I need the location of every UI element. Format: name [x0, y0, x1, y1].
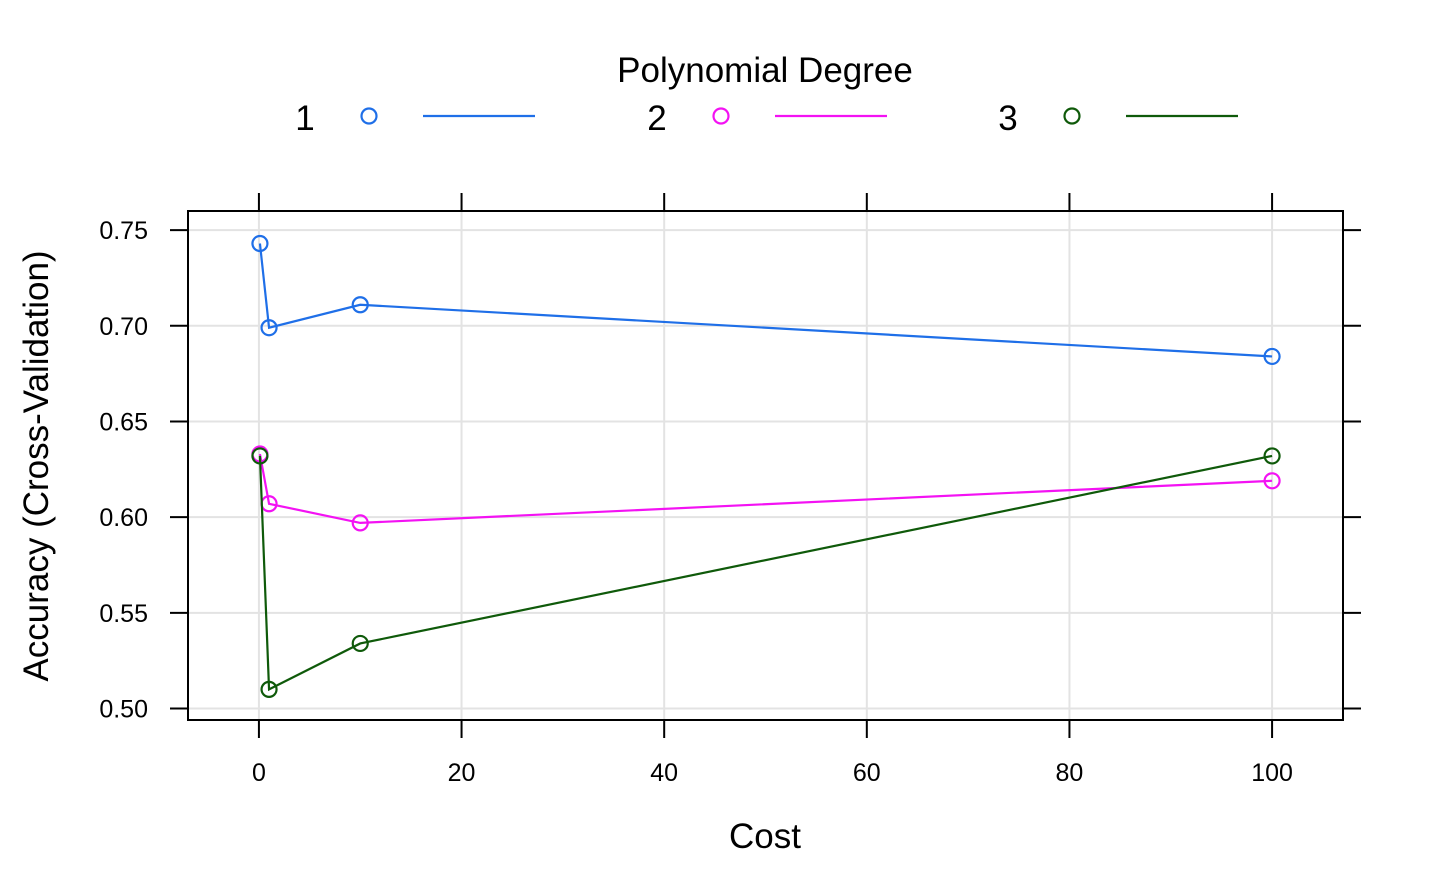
x-axis-title: Cost: [729, 817, 801, 856]
series-line: [258, 243, 1273, 358]
legend-label: 3: [998, 99, 1017, 138]
data-point: [260, 680, 278, 698]
y-tick-label: 0.50: [99, 696, 148, 724]
legend-marker: [1063, 107, 1081, 125]
y-tick-label: 0.60: [99, 504, 148, 532]
data-point: [1263, 447, 1281, 465]
series-line: [258, 454, 1273, 692]
legend-title: Polynomial Degree: [617, 51, 913, 90]
y-axis-title: Accuracy (Cross-Validation): [17, 250, 56, 681]
data-point: [351, 296, 369, 314]
x-tick-label: 100: [1251, 759, 1293, 787]
data-point: [1263, 347, 1281, 366]
legend: Polynomial Degree 1 2 3: [295, 51, 1238, 138]
legend-entry-1: 1: [295, 99, 535, 138]
legend-label: 1: [295, 99, 314, 138]
x-tick-label: 80: [1056, 759, 1084, 787]
x-tick-label: 20: [448, 759, 476, 787]
y-tick-label: 0.65: [99, 408, 148, 436]
legend-entry-2: 2: [647, 99, 887, 138]
axes: 0 20 40 60 80 100 0.50 0.55 0.60 0.65 0.70 0.75: [99, 193, 1361, 787]
legend-entry-3: 3: [998, 99, 1238, 138]
series-line: [258, 453, 1273, 525]
series-layer: [251, 234, 1281, 698]
legend-label: 2: [647, 99, 666, 138]
grid: [188, 211, 1343, 720]
x-tick-label: 60: [853, 759, 881, 787]
data-point: [260, 319, 278, 337]
plot-frame: [187, 210, 1344, 721]
x-tick-label: 0: [252, 759, 266, 787]
data-point: [351, 634, 369, 653]
data-point: [1263, 472, 1281, 490]
legend-marker: [360, 107, 378, 125]
y-tick-label: 0.75: [99, 217, 148, 245]
series-1: [251, 234, 1281, 366]
x-tick-label: 40: [650, 759, 678, 787]
data-point: [251, 234, 269, 253]
y-tick-label: 0.55: [99, 600, 148, 628]
data-point: [251, 447, 269, 465]
y-tick-label: 0.70: [99, 313, 148, 341]
legend-marker: [712, 107, 730, 125]
series-3: [251, 447, 1281, 698]
data-point: [351, 514, 369, 532]
